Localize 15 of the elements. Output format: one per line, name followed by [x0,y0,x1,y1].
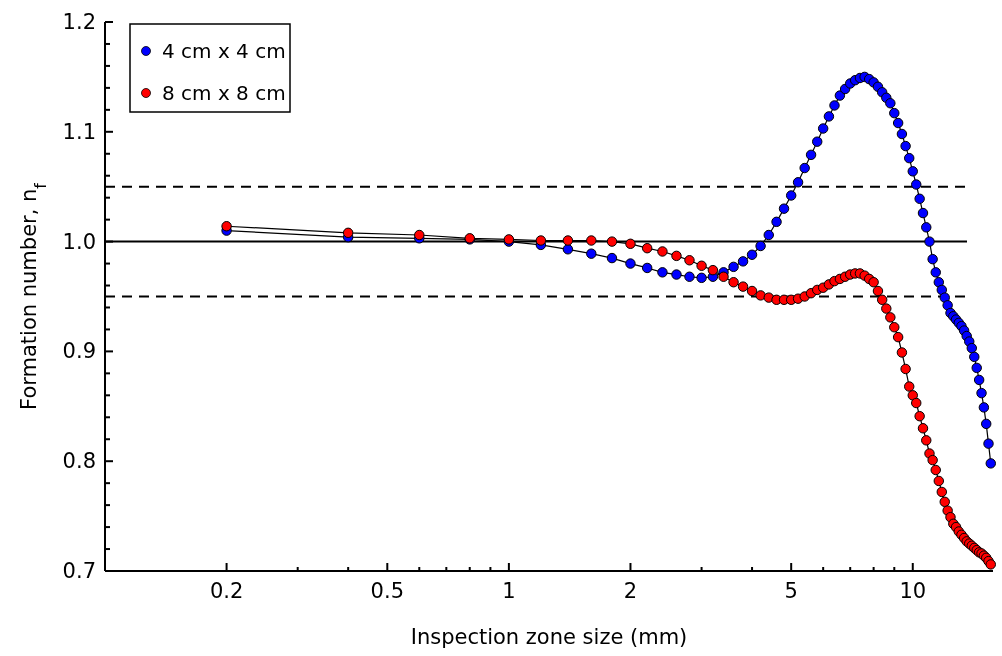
legend-label: 4 cm x 4 cm [162,39,286,63]
x-tick-label: 0.2 [209,579,244,603]
x-tick-label: 0.5 [370,579,405,603]
y-tick-label: 0.7 [62,559,96,583]
x-axis-title: Inspection zone size (mm) [410,625,688,649]
y-tick-label: 1.0 [62,229,96,254]
y-tick-label: 1.1 [62,119,96,144]
y-tick-label: 1.2 [62,10,96,34]
x-tick-label: 2 [623,579,638,603]
x-tick-label: 1 [502,579,516,603]
legend-label: 8 cm x 8 cm [162,81,286,105]
x-tick-label: 5 [784,579,798,603]
y-tick-label: 0.8 [62,449,96,474]
y-tick-label: 0.9 [62,339,96,364]
x-tick-label: 10 [899,579,927,603]
